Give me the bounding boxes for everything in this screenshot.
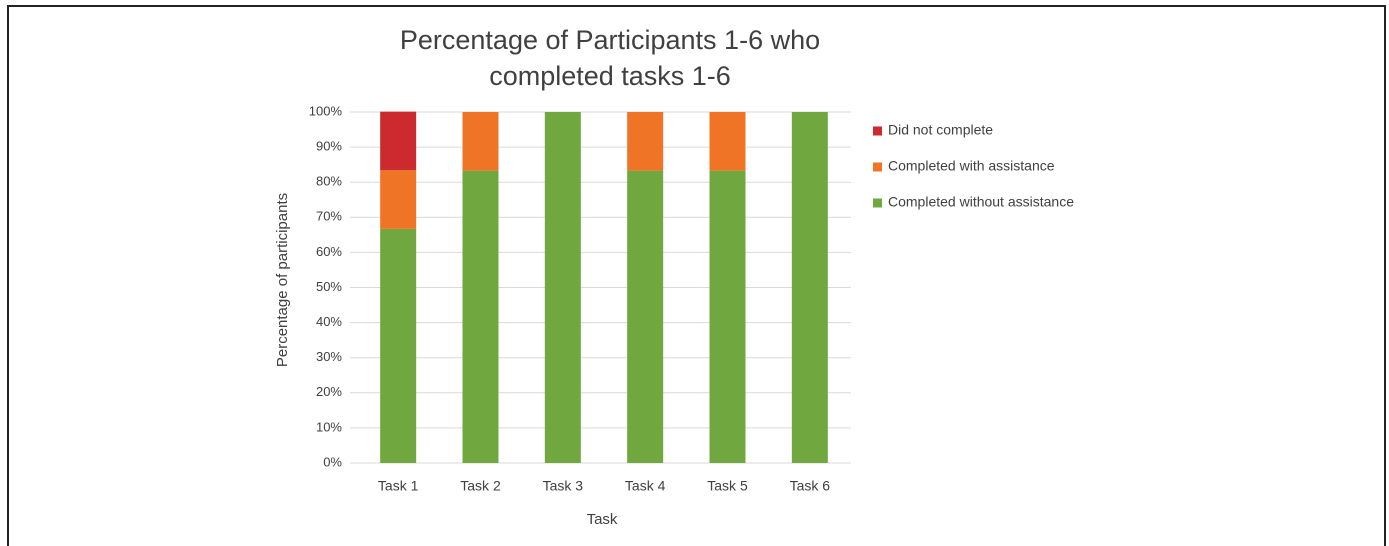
y-tick-label: 50%	[316, 279, 342, 294]
bar-segment	[709, 112, 746, 171]
x-axis-label: Task	[587, 511, 618, 528]
legend-swatch	[873, 162, 882, 172]
bar-segment	[791, 112, 828, 463]
y-tick-label: 30%	[316, 349, 342, 364]
legend-swatch	[873, 198, 882, 208]
legend-label: Did not complete	[888, 122, 993, 138]
x-tick-label: Task 5	[707, 478, 748, 494]
x-tick-label: Task 4	[625, 478, 666, 494]
x-tick-label: Task 6	[790, 478, 831, 494]
y-tick-label: 20%	[316, 384, 342, 399]
bar-segment	[544, 112, 581, 463]
y-tick-label: 10%	[316, 419, 342, 434]
legend-swatch	[873, 126, 882, 136]
bar-segment	[627, 170, 664, 463]
chart-title: Percentage of Participants 1-6 who compl…	[399, 25, 821, 91]
legend-label: Completed without assistance	[888, 194, 1074, 210]
x-tick-label: Task 2	[460, 478, 501, 494]
y-tick-label: 90%	[316, 139, 342, 154]
bar-segment	[627, 112, 664, 171]
y-tick-label: 40%	[316, 314, 342, 329]
legend-label: Completed with assistance	[888, 158, 1055, 174]
x-tick-label: Task 3	[543, 478, 584, 494]
bar-segment	[462, 112, 499, 171]
bar-segment	[462, 170, 499, 463]
bar-segment	[709, 170, 746, 463]
x-tick-label: Task 1	[378, 478, 419, 494]
y-tick-label: 60%	[316, 244, 342, 259]
bar-segment	[380, 228, 417, 463]
y-tick-label: 0%	[323, 454, 342, 469]
frame	[7, 5, 1386, 546]
y-axis-label: Percentage of participants	[274, 193, 291, 367]
y-tick-label: 70%	[316, 209, 342, 224]
y-tick-label: 100%	[309, 103, 343, 118]
bar-segment	[380, 170, 417, 229]
y-tick-label: 80%	[316, 174, 342, 189]
bar-segment	[380, 111, 417, 171]
